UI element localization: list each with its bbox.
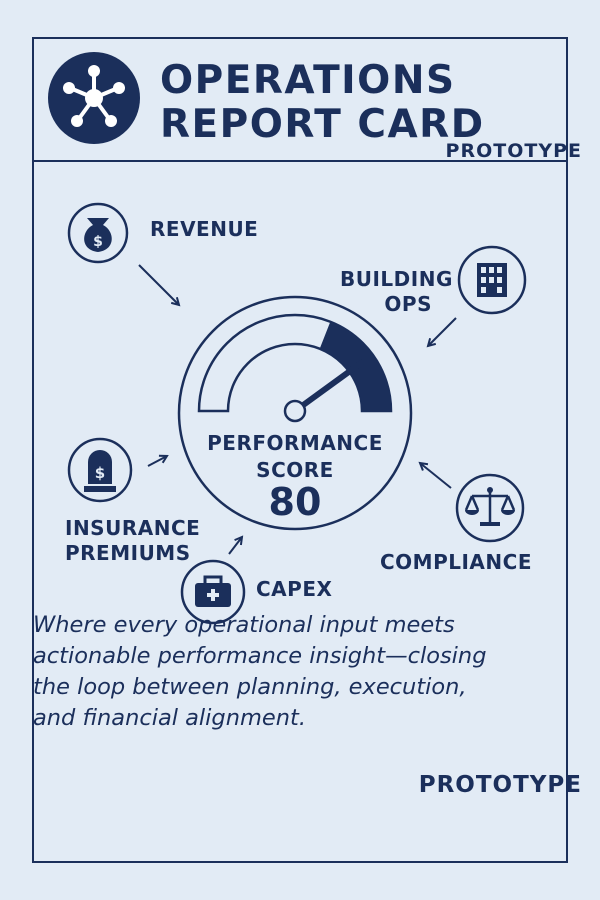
prototype-badge-bottom: PROTOTYPE [418, 772, 582, 798]
svg-text:$: $ [93, 234, 103, 250]
tagline-line-1: Where every operational input meets [33, 612, 455, 638]
svg-text:$: $ [95, 464, 105, 482]
label-insurance-premiums: INSURANCE PREMIUMS [65, 516, 200, 566]
connector-arrows [138, 264, 457, 555]
tagline-line-2: actionable performance insight—closing [33, 643, 487, 669]
label-building-ops-line-2: OPS [384, 292, 432, 316]
label-capex: CAPEX [256, 577, 333, 601]
report-card: OPERATIONS REPORT CARD [32, 37, 568, 863]
label-insurance-line-2: PREMIUMS [65, 541, 191, 565]
toolbox-icon [180, 559, 246, 625]
building-icon [457, 245, 527, 315]
tagline: Where every operational input meets acti… [33, 610, 523, 734]
insurance-icon: $ [67, 437, 133, 503]
network-hub-icon [48, 52, 140, 144]
label-building-ops-line-1: BUILDING [340, 267, 453, 291]
arrow-insurance [147, 456, 167, 467]
title-line-2: REPORT CARD [160, 102, 485, 147]
arrow-compliance [420, 463, 452, 489]
title-line-1: OPERATIONS [160, 58, 456, 103]
label-compliance: COMPLIANCE [380, 550, 532, 574]
gauge-pivot [283, 399, 307, 423]
header: OPERATIONS REPORT CARD [34, 39, 566, 162]
tagline-line-4: and financial alignment. [33, 705, 306, 731]
arrow-capex [228, 537, 242, 555]
label-revenue: REVENUE [150, 217, 259, 241]
money-bag-icon: $ [67, 202, 129, 264]
gauge-label-line-1: PERFORMANCE [207, 431, 383, 455]
label-building-ops: BUILDING OPS [340, 267, 453, 317]
scales-icon [455, 473, 525, 543]
gauge-label: PERFORMANCE SCORE [195, 430, 395, 484]
arrow-building-ops [428, 317, 457, 346]
prototype-badge-top: PROTOTYPE [445, 140, 582, 162]
gauge-needle [293, 359, 365, 414]
page-title: OPERATIONS REPORT CARD [160, 59, 560, 147]
performance-gauge [177, 295, 413, 531]
arrow-revenue [138, 264, 179, 305]
gauge-label-line-2: SCORE [256, 458, 334, 482]
tagline-line-3: the loop between planning, execution, [33, 674, 467, 700]
label-insurance-line-1: INSURANCE [65, 516, 201, 540]
gauge-score: 80 [268, 480, 322, 524]
